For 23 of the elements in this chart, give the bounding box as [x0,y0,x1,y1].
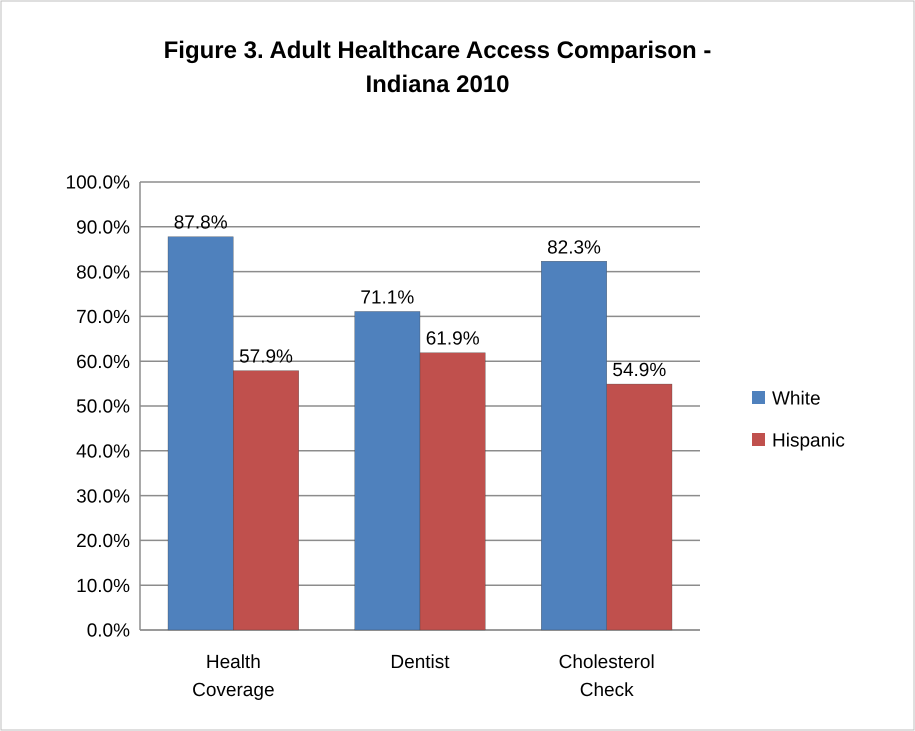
legend-label: White [772,388,821,410]
x-tick-label: Cholesterol Check [558,652,655,701]
data-label: 54.9% [612,360,666,382]
data-label: 82.3% [547,237,602,258]
data-label: 87.8% [174,212,228,234]
y-tick-label: 50.0% [76,396,130,418]
y-tick-label: 30.0% [76,486,130,508]
y-tick-label: 100.0% [66,172,130,194]
y-tick-label: 80.0% [76,262,130,284]
data-label: 57.9% [239,346,294,368]
data-label: 61.9% [426,328,480,350]
y-tick-label: 40.0% [76,441,130,462]
x-tick-label: Dentist [390,652,450,673]
y-tick-label: 10.0% [76,576,130,597]
y-tick-label: 60.0% [76,352,130,373]
legend-label: Hispanic [772,430,845,452]
data-label: 71.1% [360,287,414,308]
x-tick-label: Health Coverage [192,652,275,701]
y-tick-label: 70.0% [76,307,130,328]
chart-title: Figure 3. Adult Healthcare Access Comparison - Indiana 2010 [164,37,712,98]
y-tick-label: 20.0% [76,531,130,552]
y-tick-label: 90.0% [76,217,130,238]
y-tick-label: 0.0% [86,620,130,642]
